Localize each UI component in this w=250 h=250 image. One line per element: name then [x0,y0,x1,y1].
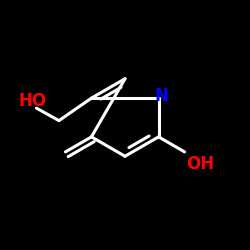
Text: HO: HO [18,92,46,110]
Text: N: N [154,87,168,104]
Text: OH: OH [186,155,214,173]
